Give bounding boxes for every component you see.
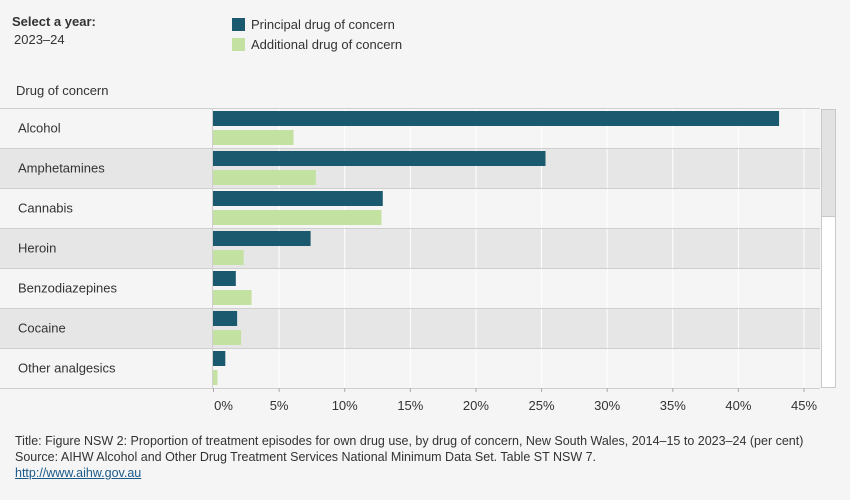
bar-additional	[213, 210, 382, 225]
bar-additional	[213, 290, 252, 305]
x-tick-label: 25%	[529, 398, 555, 413]
year-filter-label: Select a year:	[12, 14, 96, 29]
bar-chart: Alcohol Amphetamines Cannabis Heroin Benzodi…	[0, 108, 820, 413]
chart-scrollbar-thumb[interactable]	[822, 110, 835, 217]
bar-additional	[213, 330, 242, 345]
bar-principal	[213, 351, 226, 366]
x-tick-label: 15%	[397, 398, 423, 413]
bar-principal	[213, 311, 238, 326]
category-label: Other analgesics	[18, 360, 116, 375]
bar-additional	[213, 130, 294, 145]
x-tick-label: 0%	[214, 398, 233, 413]
bar-principal	[213, 271, 236, 286]
category-label: Heroin	[18, 240, 56, 255]
bar-principal	[213, 111, 780, 126]
x-tick-label: 10%	[332, 398, 358, 413]
x-tick-label: 20%	[463, 398, 489, 413]
legend-item-principal[interactable]: Principal drug of concern	[232, 14, 402, 34]
legend-item-additional[interactable]: Additional drug of concern	[232, 34, 402, 54]
year-filter-dropdown[interactable]: 2023–24	[14, 32, 65, 47]
legend-swatch-additional	[232, 37, 245, 51]
category-label: Amphetamines	[18, 160, 105, 175]
bar-additional	[213, 250, 244, 265]
category-label: Alcohol	[18, 120, 61, 135]
row-header-drug-of-concern: Drug of concern	[16, 83, 109, 98]
bar-principal	[213, 231, 311, 246]
chart-source: Source: AIHW Alcohol and Other Drug Trea…	[15, 450, 597, 464]
chart-scrollbar[interactable]	[821, 109, 836, 388]
bar-additional	[213, 170, 316, 185]
category-label: Cannabis	[18, 200, 73, 215]
x-tick-label: 40%	[725, 398, 751, 413]
x-tick-label: 35%	[660, 398, 686, 413]
aihw-link[interactable]: http://www.aihw.gov.au	[15, 466, 142, 480]
bar-additional	[213, 370, 218, 385]
x-tick-label: 45%	[791, 398, 817, 413]
bar-principal	[213, 151, 546, 166]
chart-footer: Title: Figure NSW 2: Proportion of treat…	[15, 433, 803, 481]
legend: Principal drug of concern Additional dru…	[232, 14, 402, 54]
x-tick-label: 5%	[270, 398, 289, 413]
chart-title: Title: Figure NSW 2: Proportion of treat…	[15, 434, 804, 448]
x-tick-label: 30%	[594, 398, 620, 413]
bar-principal	[213, 191, 383, 206]
legend-label-principal: Principal drug of concern	[251, 16, 395, 32]
category-label: Benzodiazepines	[18, 280, 118, 295]
legend-label-additional: Additional drug of concern	[251, 36, 403, 52]
category-label: Cocaine	[18, 320, 66, 335]
legend-swatch-principal	[232, 17, 245, 31]
